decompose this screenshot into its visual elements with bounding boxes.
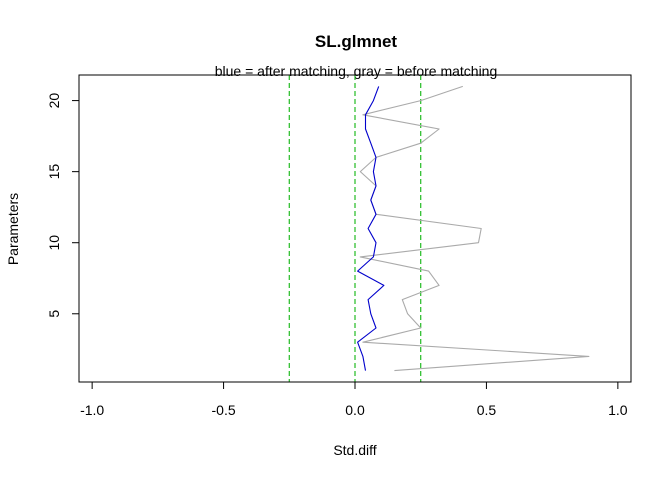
x-tick-label: -1.0 [80, 402, 104, 418]
y-axis: 5 10 15 20 [46, 93, 80, 318]
y-tick-label: 15 [46, 164, 62, 180]
x-axis-label: Std.diff [333, 442, 376, 458]
chart-subtitle: blue = after matching, gray = before mat… [215, 63, 498, 79]
y-tick-label: 20 [46, 93, 62, 109]
x-tick-label: 0.5 [477, 402, 497, 418]
x-axis: -1.0 -0.5 0.0 0.5 1.0 [80, 381, 628, 418]
x-tick-label: -0.5 [212, 402, 236, 418]
y-tick-label: 10 [46, 235, 62, 251]
chart-title: SL.glmnet [315, 32, 398, 51]
x-tick-label: 0.0 [345, 402, 365, 418]
x-tick-label: 1.0 [608, 402, 628, 418]
y-tick-label: 5 [46, 310, 62, 318]
plot-content [288, 75, 590, 382]
y-axis-label: Parameters [5, 193, 21, 265]
series-line-after [357, 86, 385, 371]
series-line-before [359, 85, 590, 372]
